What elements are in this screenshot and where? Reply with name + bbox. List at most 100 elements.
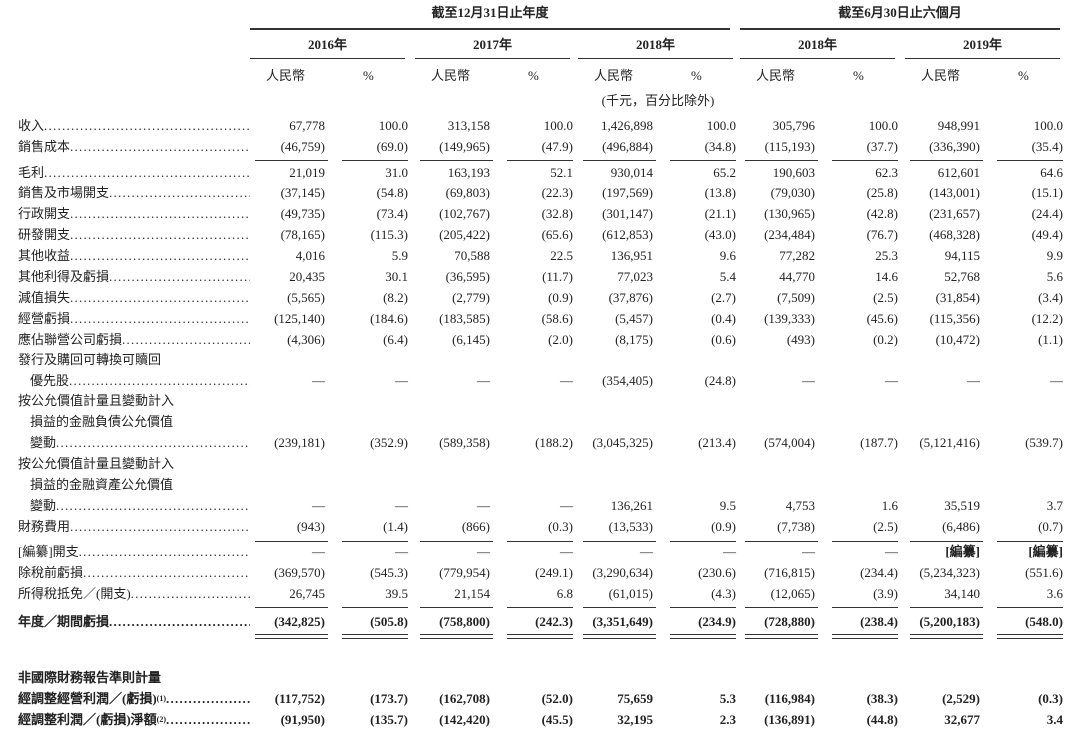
column-header: 人民幣 bbox=[431, 68, 471, 83]
cell-value: (162,708) bbox=[439, 691, 490, 706]
rule bbox=[342, 160, 408, 161]
cell-value: (149,965) bbox=[439, 139, 490, 154]
rule bbox=[910, 607, 983, 608]
dot-leader bbox=[70, 290, 250, 306]
dot-leader bbox=[70, 139, 250, 155]
cell-value: — bbox=[802, 544, 815, 559]
cell-value: — bbox=[802, 373, 815, 388]
cell-value: 100.0 bbox=[706, 118, 736, 133]
cell-value: — bbox=[560, 544, 573, 559]
row-label: 毛利 bbox=[18, 165, 250, 181]
cell-value: (3.9) bbox=[873, 586, 898, 601]
cell-value: 20,435 bbox=[289, 269, 325, 284]
cell-value: (589,358) bbox=[439, 435, 490, 450]
row-label: 銷售成本 bbox=[18, 139, 250, 155]
cell-value: 67,778 bbox=[289, 118, 325, 133]
label-text: 財務費用 bbox=[18, 519, 71, 534]
footnote-ref: (1) bbox=[156, 694, 166, 703]
cell-value: (139,333) bbox=[764, 311, 815, 326]
rule bbox=[342, 607, 408, 608]
cell-value: — bbox=[477, 544, 490, 559]
cell-value: (115.3) bbox=[370, 227, 408, 242]
rule bbox=[255, 638, 328, 639]
cell-value: (4,306) bbox=[287, 332, 325, 347]
cell-value: 1,426,898 bbox=[601, 118, 653, 133]
cell-value: 1.6 bbox=[881, 498, 898, 513]
cell-value: (8,175) bbox=[615, 332, 653, 347]
cell-value: 136,261 bbox=[610, 498, 653, 513]
rule bbox=[832, 160, 898, 161]
cell-value: (49.4) bbox=[1031, 227, 1063, 242]
rule bbox=[507, 634, 573, 635]
cell-value: (49,735) bbox=[280, 206, 325, 221]
label-text: 所得稅抵免／(開支) bbox=[18, 586, 131, 601]
cell-value: (238.4) bbox=[860, 614, 898, 629]
cell-value: 62.3 bbox=[875, 165, 898, 180]
cell-value: — bbox=[312, 498, 325, 513]
cell-value: 52.1 bbox=[550, 165, 573, 180]
cell-value: (493) bbox=[786, 332, 815, 347]
cell-value: (3,351,649) bbox=[592, 614, 653, 629]
rule bbox=[670, 160, 736, 161]
column-header: % bbox=[528, 68, 539, 83]
cell-value: 9.9 bbox=[1046, 248, 1063, 263]
dot-leader bbox=[70, 519, 250, 535]
cell-value: 5.3 bbox=[719, 691, 736, 706]
cell-value: (5,565) bbox=[287, 290, 325, 305]
rule bbox=[578, 58, 733, 59]
rule bbox=[670, 638, 736, 639]
dot-leader bbox=[44, 165, 250, 181]
cell-value: 64.6 bbox=[1040, 165, 1063, 180]
rule bbox=[583, 634, 656, 635]
rule bbox=[255, 607, 328, 608]
cell-value: (25.8) bbox=[866, 185, 898, 200]
rule bbox=[997, 160, 1063, 161]
cell-value: (38.3) bbox=[866, 691, 898, 706]
cell-value: (5,121,416) bbox=[919, 435, 980, 450]
cell-value: (0.9) bbox=[548, 290, 573, 305]
cell-value: (184.6) bbox=[370, 311, 408, 326]
row-label: [編纂]開支 bbox=[18, 544, 250, 560]
column-header: 人民幣 bbox=[594, 68, 634, 83]
row-label: 應佔聯營公司虧損 bbox=[18, 332, 250, 348]
rule bbox=[583, 541, 656, 542]
rule bbox=[507, 638, 573, 639]
cell-value: (249.1) bbox=[535, 565, 573, 580]
cell-value: 34,140 bbox=[944, 586, 980, 601]
cell-value: (468,328) bbox=[929, 227, 980, 242]
cell-value: (0.3) bbox=[1038, 691, 1063, 706]
cell-value: (6,145) bbox=[452, 332, 490, 347]
dot-leader bbox=[109, 269, 250, 285]
cell-value: [編纂] bbox=[945, 544, 980, 559]
cell-value: (758,800) bbox=[439, 614, 490, 629]
cell-value: (44.8) bbox=[866, 712, 898, 727]
cell-value: — bbox=[312, 373, 325, 388]
rule bbox=[507, 607, 573, 608]
cell-value: (183,585) bbox=[439, 311, 490, 326]
cell-value: — bbox=[560, 373, 573, 388]
cell-value: — bbox=[395, 373, 408, 388]
label-text: 毛利 bbox=[18, 165, 45, 180]
cell-value: (3,290,634) bbox=[592, 565, 653, 580]
cell-value: (2,529) bbox=[942, 691, 980, 706]
cell-value: (34.8) bbox=[704, 139, 736, 154]
dot-leader bbox=[109, 185, 250, 201]
cell-value: (76.7) bbox=[866, 227, 898, 242]
row-label: 變動 bbox=[30, 435, 250, 451]
cell-value: 35,519 bbox=[944, 498, 980, 513]
cell-value: 70,588 bbox=[454, 248, 490, 263]
cell-value: (369,570) bbox=[274, 565, 325, 580]
cell-value: (197,569) bbox=[602, 185, 653, 200]
cell-value: (117,752) bbox=[274, 691, 325, 706]
rule bbox=[420, 607, 493, 608]
cell-value: 26,745 bbox=[289, 586, 325, 601]
cell-value: (125,140) bbox=[274, 311, 325, 326]
cell-value: (102,767) bbox=[439, 206, 490, 221]
label-text: 其他利得及虧損 bbox=[18, 269, 110, 284]
rule bbox=[255, 541, 328, 542]
cell-value: 75,659 bbox=[617, 691, 653, 706]
cell-value: (779,954) bbox=[439, 565, 490, 580]
label-text: 變動 bbox=[30, 498, 57, 513]
rule bbox=[745, 541, 818, 542]
